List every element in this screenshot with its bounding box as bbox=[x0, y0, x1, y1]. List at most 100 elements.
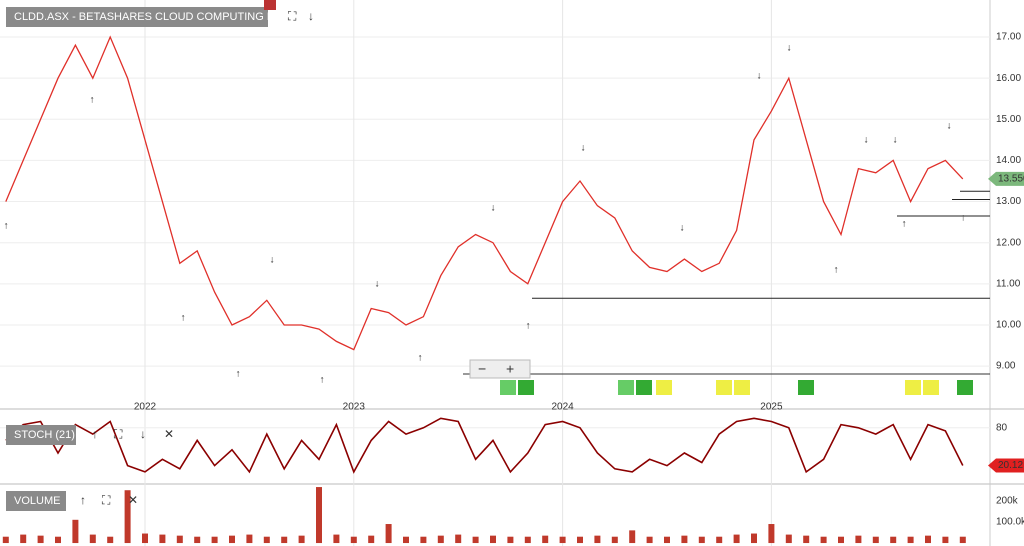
series-line bbox=[5, 417, 964, 474]
buy-arrow: ↑ bbox=[320, 375, 325, 386]
up-icon[interactable]: ↑ bbox=[80, 493, 86, 507]
volume-bar bbox=[768, 524, 775, 544]
last-value-label: 20.12 bbox=[998, 460, 1023, 471]
event-icon[interactable] bbox=[636, 380, 652, 395]
event-icon[interactable] bbox=[923, 380, 939, 395]
badge[interactable] bbox=[264, 0, 276, 10]
x-tick-label: 2023 bbox=[343, 402, 366, 413]
volume-bar bbox=[159, 534, 166, 544]
buy-arrow: ↑ bbox=[834, 265, 839, 276]
volume-bar bbox=[350, 536, 357, 544]
y-tick-label: 15.00 bbox=[996, 114, 1021, 125]
volume-bar bbox=[229, 535, 235, 544]
event-icon[interactable] bbox=[957, 380, 973, 395]
volume-bar bbox=[246, 534, 253, 544]
volume-bar bbox=[490, 535, 496, 544]
buy-arrow: ↑ bbox=[902, 219, 907, 230]
volume-bar bbox=[890, 536, 897, 544]
title-box[interactable] bbox=[6, 491, 66, 511]
event-icon[interactable] bbox=[798, 380, 814, 395]
volume-bar bbox=[263, 536, 270, 544]
y-tick-label: 80 bbox=[996, 422, 1008, 433]
volume-bar bbox=[420, 536, 427, 544]
volume-bar bbox=[211, 536, 218, 544]
zoom-in[interactable]: + bbox=[506, 361, 514, 377]
volume-bar bbox=[872, 536, 879, 544]
sell-arrow: ↓ bbox=[270, 255, 275, 266]
volume-bar bbox=[472, 536, 479, 544]
volume-bar bbox=[437, 535, 444, 544]
sell-arrow: ↓ bbox=[787, 43, 792, 54]
sell-arrow: ↓ bbox=[757, 71, 762, 82]
event-icon[interactable] bbox=[518, 380, 534, 395]
volume-bar bbox=[664, 536, 670, 544]
y-tick-label: 11.00 bbox=[996, 278, 1021, 289]
y-tick-label: 10.00 bbox=[996, 320, 1021, 331]
close-icon[interactable]: ✕ bbox=[128, 493, 138, 507]
event-icon[interactable] bbox=[656, 380, 672, 395]
sell-arrow: ↓ bbox=[581, 143, 586, 154]
down-icon[interactable]: ↓ bbox=[308, 9, 314, 23]
up-icon[interactable]: ↑ bbox=[92, 427, 98, 441]
volume-bar bbox=[89, 534, 96, 544]
volume-bar bbox=[20, 534, 27, 544]
volume-bar bbox=[698, 536, 705, 544]
volume-bar bbox=[577, 536, 583, 544]
volume-bar bbox=[855, 535, 862, 544]
event-icon[interactable] bbox=[734, 380, 750, 395]
expand-icon[interactable]: ⛶ bbox=[287, 9, 297, 23]
volume-bar bbox=[2, 536, 9, 544]
sell-arrow: ↓ bbox=[893, 135, 898, 146]
volume-bar bbox=[611, 536, 618, 544]
expand-icon[interactable]: ⛶ bbox=[101, 493, 111, 507]
volume-bar bbox=[524, 536, 531, 544]
y-tick-label: 12.00 bbox=[996, 237, 1021, 248]
volume-bar bbox=[942, 536, 949, 544]
volume-bar bbox=[542, 535, 549, 544]
volume-bar bbox=[594, 535, 601, 544]
event-icon[interactable] bbox=[500, 380, 516, 395]
volume-bar bbox=[820, 536, 827, 544]
volume-bar bbox=[142, 533, 148, 544]
zoom-out[interactable]: − bbox=[478, 361, 486, 377]
sell-arrow: ↓ bbox=[491, 203, 496, 214]
chart-title: CLDD.ASX - BETASHARES CLOUD COMPUTING ET… bbox=[14, 11, 288, 23]
volume-bar bbox=[368, 535, 375, 544]
zoom-controls[interactable] bbox=[469, 359, 531, 379]
sell-arrow: ↓ bbox=[375, 279, 380, 290]
buy-arrow: ↑ bbox=[526, 321, 531, 332]
event-icon[interactable] bbox=[618, 380, 634, 395]
volume-bar bbox=[107, 536, 114, 544]
volume-bar bbox=[907, 536, 914, 544]
volume-bar bbox=[803, 535, 810, 544]
volume-bar bbox=[751, 533, 757, 544]
event-icon[interactable] bbox=[716, 380, 732, 395]
title-box[interactable] bbox=[6, 7, 268, 27]
down-icon[interactable]: ↓ bbox=[140, 427, 146, 441]
y-tick-label: 14.00 bbox=[996, 155, 1021, 166]
y-tick-label: 16.00 bbox=[996, 73, 1021, 84]
sell-arrow: ↓ bbox=[864, 135, 869, 146]
last-value-label: 13.550 bbox=[998, 174, 1024, 185]
event-icon[interactable] bbox=[905, 380, 921, 395]
x-tick-label: 2022 bbox=[134, 402, 157, 413]
volume-bar bbox=[403, 536, 409, 544]
volume-bar bbox=[681, 535, 688, 544]
last-value-tag bbox=[988, 458, 1024, 473]
buy-arrow: ↑ bbox=[961, 213, 966, 224]
volume-bar bbox=[716, 536, 723, 544]
volume-bar bbox=[316, 487, 322, 544]
close-icon[interactable]: ✕ bbox=[164, 427, 174, 441]
volume-bar bbox=[733, 534, 740, 544]
volume-bar bbox=[176, 535, 183, 544]
volume-bar bbox=[838, 536, 844, 544]
volume-bar bbox=[124, 490, 131, 544]
title-box[interactable] bbox=[6, 425, 76, 445]
volume-bar bbox=[785, 534, 792, 544]
volume-bar bbox=[507, 536, 514, 544]
volume-bar bbox=[629, 530, 636, 544]
y-tick-label: 17.00 bbox=[996, 32, 1021, 43]
expand-icon[interactable]: ⛶ bbox=[113, 427, 123, 441]
volume-bar bbox=[37, 535, 44, 544]
